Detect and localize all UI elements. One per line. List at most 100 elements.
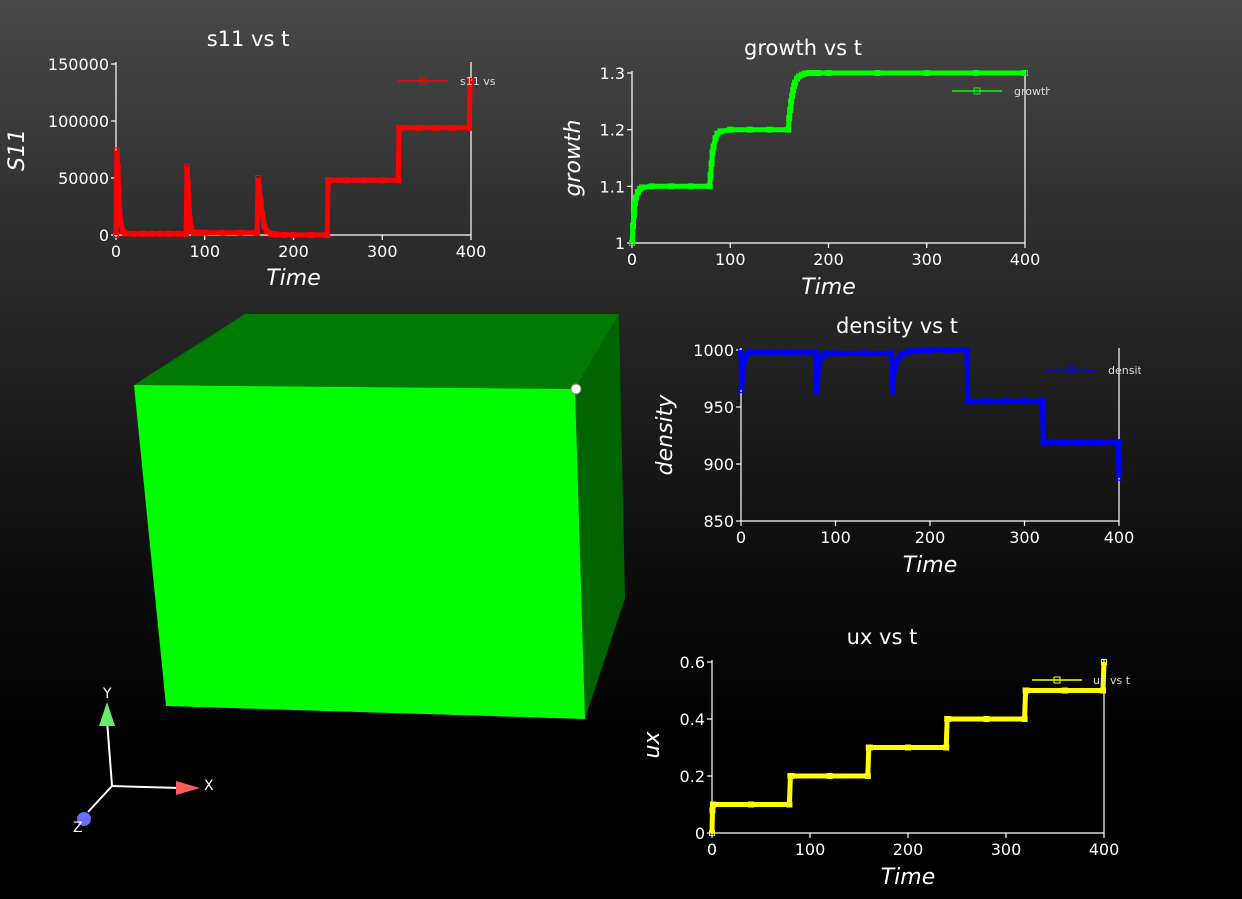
data-point[interactable] <box>395 177 402 184</box>
data-point[interactable] <box>785 126 792 133</box>
cube-top-face[interactable] <box>134 314 619 389</box>
data-point[interactable] <box>826 773 833 779</box>
data-point[interactable] <box>148 230 155 237</box>
data-point[interactable] <box>130 230 137 237</box>
data-point[interactable] <box>866 744 873 751</box>
series-line[interactable] <box>629 70 1025 244</box>
data-point[interactable] <box>813 389 820 396</box>
data-point[interactable] <box>197 229 204 236</box>
data-point[interactable] <box>740 358 747 365</box>
data-point[interactable] <box>157 230 164 237</box>
data-point[interactable] <box>943 744 950 751</box>
data-point[interactable] <box>738 386 745 393</box>
data-point[interactable] <box>379 177 386 184</box>
data-point[interactable] <box>815 70 822 76</box>
data-point[interactable] <box>668 183 675 190</box>
data-point[interactable] <box>254 229 261 236</box>
data-point[interactable] <box>945 716 952 722</box>
data-point[interactable] <box>113 147 120 154</box>
data-point[interactable] <box>790 87 797 93</box>
data-point[interactable] <box>414 124 421 131</box>
data-point[interactable] <box>1115 439 1122 446</box>
data-point[interactable] <box>272 231 279 238</box>
data-point[interactable] <box>766 349 773 356</box>
data-point[interactable] <box>1039 398 1046 405</box>
data-point[interactable] <box>192 229 199 236</box>
data-point[interactable] <box>1002 398 1009 405</box>
data-point[interactable] <box>1022 70 1028 76</box>
data-point[interactable] <box>786 115 793 122</box>
data-point[interactable] <box>748 801 755 808</box>
data-point[interactable] <box>1021 716 1028 722</box>
cube-front-face[interactable] <box>134 385 585 719</box>
data-point[interactable] <box>343 177 350 184</box>
data-point[interactable] <box>709 801 716 808</box>
data-point[interactable] <box>812 349 819 356</box>
data-point[interactable] <box>121 230 128 237</box>
data-point[interactable] <box>361 177 368 184</box>
data-point[interactable] <box>791 83 798 90</box>
data-point[interactable] <box>738 347 744 353</box>
data-point[interactable] <box>964 398 971 405</box>
data-point[interactable] <box>636 186 643 193</box>
data-point[interactable] <box>787 106 794 113</box>
data-point[interactable] <box>963 347 970 353</box>
data-point[interactable] <box>908 348 915 355</box>
data-point[interactable] <box>766 126 773 133</box>
data-point[interactable] <box>183 230 190 237</box>
data-point[interactable] <box>1061 687 1068 694</box>
data-point[interactable] <box>874 70 881 76</box>
data-point[interactable] <box>923 70 930 76</box>
data-point[interactable] <box>326 177 332 184</box>
data-point[interactable] <box>864 773 871 779</box>
data-point[interactable] <box>1097 439 1104 446</box>
data-point[interactable] <box>786 801 793 808</box>
data-point[interactable] <box>1021 398 1028 405</box>
data-point[interactable] <box>788 98 795 105</box>
data-point[interactable] <box>747 349 754 356</box>
data-point[interactable] <box>257 197 264 204</box>
data-point[interactable] <box>166 230 173 237</box>
data-point[interactable] <box>709 807 716 814</box>
data-point[interactable] <box>687 183 694 190</box>
data-point[interactable] <box>397 124 403 131</box>
data-point[interactable] <box>738 375 745 382</box>
data-point[interactable] <box>1059 439 1066 446</box>
data-point[interactable] <box>727 126 734 133</box>
data-point[interactable] <box>817 356 824 363</box>
data-point[interactable] <box>789 92 796 99</box>
data-point[interactable] <box>115 186 122 193</box>
data-point[interactable] <box>120 228 127 235</box>
data-point[interactable] <box>1078 439 1085 446</box>
data-point[interactable] <box>708 160 715 167</box>
data-point[interactable] <box>468 78 474 85</box>
data-point[interactable] <box>983 716 990 722</box>
data-point[interactable] <box>648 183 655 190</box>
data-point[interactable] <box>290 232 297 238</box>
data-point[interactable] <box>450 124 457 131</box>
data-point[interactable] <box>983 398 990 405</box>
corner-marker[interactable] <box>570 383 582 395</box>
data-point[interactable] <box>945 347 952 353</box>
data-point[interactable] <box>710 143 717 150</box>
data-point[interactable] <box>631 200 638 207</box>
data-point[interactable] <box>261 222 268 229</box>
data-point[interactable] <box>739 364 746 371</box>
data-point[interactable] <box>113 232 119 238</box>
green-cube[interactable] <box>134 314 625 719</box>
data-point[interactable] <box>1023 687 1030 694</box>
data-point[interactable] <box>632 194 639 201</box>
data-point[interactable] <box>815 364 822 371</box>
data-point[interactable] <box>184 163 190 170</box>
data-point[interactable] <box>785 349 792 356</box>
data-point[interactable] <box>1101 659 1107 665</box>
data-point[interactable] <box>114 163 121 170</box>
data-point[interactable] <box>237 229 244 236</box>
data-point[interactable] <box>717 128 724 135</box>
data-point[interactable] <box>219 229 226 236</box>
data-point[interactable] <box>201 229 208 236</box>
data-point[interactable] <box>892 364 899 371</box>
series-line[interactable] <box>738 347 1122 478</box>
data-point[interactable] <box>888 350 895 357</box>
data-point[interactable] <box>629 223 636 229</box>
